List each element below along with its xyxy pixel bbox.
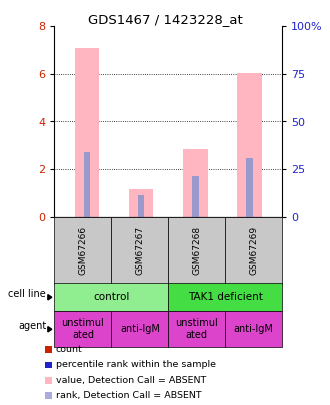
Text: GSM67269: GSM67269 — [249, 226, 258, 275]
Bar — [129, 189, 153, 217]
Text: anti-IgM: anti-IgM — [234, 324, 274, 334]
Text: TAK1 deficient: TAK1 deficient — [188, 292, 263, 302]
Bar — [237, 73, 262, 217]
Bar — [192, 176, 199, 217]
Text: cell line: cell line — [9, 289, 46, 299]
Bar — [138, 195, 145, 217]
Bar — [247, 158, 253, 217]
Text: GSM67268: GSM67268 — [192, 226, 201, 275]
Text: unstimul
ated: unstimul ated — [175, 318, 218, 340]
Text: GDS1467 / 1423228_at: GDS1467 / 1423228_at — [88, 13, 242, 26]
Bar — [75, 48, 99, 217]
Text: GSM67267: GSM67267 — [135, 226, 144, 275]
Text: GSM67266: GSM67266 — [79, 226, 87, 275]
Bar — [84, 152, 90, 217]
Text: value, Detection Call = ABSENT: value, Detection Call = ABSENT — [56, 376, 206, 385]
Text: control: control — [93, 292, 130, 302]
Text: count: count — [56, 345, 82, 354]
Text: percentile rank within the sample: percentile rank within the sample — [56, 360, 216, 369]
Text: agent: agent — [18, 321, 46, 331]
Polygon shape — [48, 294, 52, 300]
Text: anti-IgM: anti-IgM — [120, 324, 160, 334]
Text: rank, Detection Call = ABSENT: rank, Detection Call = ABSENT — [56, 391, 201, 400]
Bar — [183, 149, 208, 217]
Polygon shape — [48, 326, 52, 332]
Text: unstimul
ated: unstimul ated — [61, 318, 104, 340]
